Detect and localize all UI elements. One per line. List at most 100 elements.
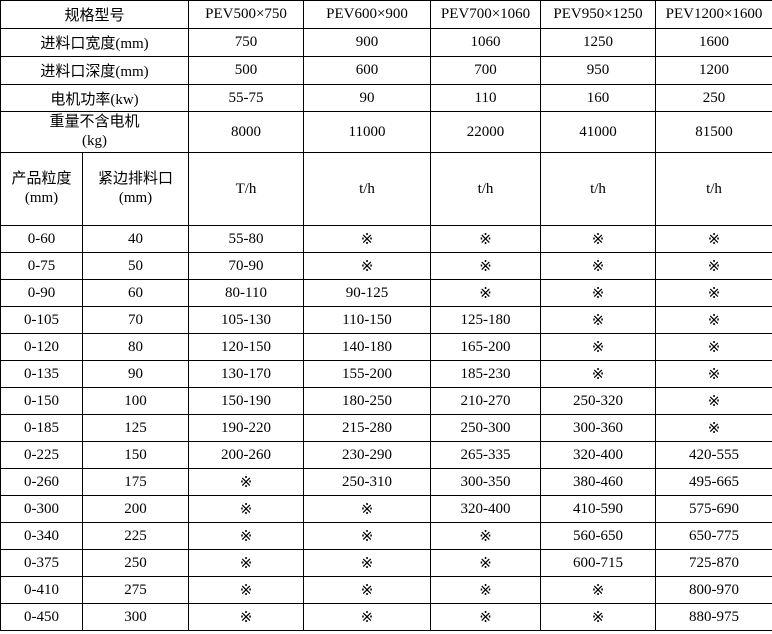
discharge-opening-header-line1: 紧边排料口 xyxy=(98,171,174,187)
product-size-cell: 0-225 xyxy=(0,441,83,469)
capacity-value-cell: 250-310 xyxy=(303,468,432,496)
capacity-value-cell: 600-715 xyxy=(540,549,657,577)
product-size-cell: 0-375 xyxy=(0,549,83,577)
weight-cell: 81500 xyxy=(655,111,772,153)
capacity-row: 0-150 100 150-190 180-250 210-270 250-320 ※ xyxy=(0,387,772,415)
capacity-row: 0-120 80 120-150 140-180 165-200 ※ ※ xyxy=(0,333,772,361)
weight-cell: 8000 xyxy=(188,111,305,153)
capacity-value-cell: ※ xyxy=(540,333,657,361)
capacity-value-cell: 200-260 xyxy=(188,441,305,469)
capacity-value-cell: 155-200 xyxy=(303,360,432,388)
capacity-value-cell: 130-170 xyxy=(188,360,305,388)
discharge-opening-cell: 70 xyxy=(81,306,190,334)
feed-width-cell: 1060 xyxy=(430,28,542,57)
unit-header-cell: t/h xyxy=(303,152,432,226)
feed-depth-cell: 950 xyxy=(540,56,657,85)
capacity-value-cell: 880-975 xyxy=(655,603,772,631)
weight-row: 重量不含电机 (kg) 8000 11000 22000 41000 81500 xyxy=(0,111,772,153)
capacity-value-cell: 80-110 xyxy=(188,279,305,307)
feed-width-label: 进料口宽度(mm) xyxy=(0,28,190,57)
capacity-value-cell: 70-90 xyxy=(188,252,305,280)
capacity-value-cell: 110-150 xyxy=(303,306,432,334)
capacity-value-cell: ※ xyxy=(540,576,657,604)
capacity-value-cell: 420-555 xyxy=(655,441,772,469)
motor-power-cell: 250 xyxy=(655,84,772,112)
capacity-value-cell: 250-320 xyxy=(540,387,657,415)
capacity-value-cell: 55-80 xyxy=(188,225,305,253)
capacity-value-cell: ※ xyxy=(430,576,542,604)
capacity-value-cell: 410-590 xyxy=(540,495,657,523)
discharge-opening-cell: 90 xyxy=(81,360,190,388)
discharge-opening-cell: 125 xyxy=(81,414,190,442)
capacity-value-cell: ※ xyxy=(540,225,657,253)
discharge-opening-header: 紧边排料口 (mm) xyxy=(81,152,190,226)
feed-width-cell: 1250 xyxy=(540,28,657,57)
motor-power-cell: 160 xyxy=(540,84,657,112)
unit-header-cell: t/h xyxy=(430,152,542,226)
capacity-value-cell: 125-180 xyxy=(430,306,542,334)
product-size-cell: 0-340 xyxy=(0,522,83,550)
capacity-value-cell: 250-300 xyxy=(430,414,542,442)
discharge-opening-cell: 300 xyxy=(81,603,190,631)
motor-power-cell: 55-75 xyxy=(188,84,305,112)
feed-width-row: 进料口宽度(mm) 750 900 1060 1250 1600 xyxy=(0,28,772,57)
capacity-header-row: 产品粒度 (mm) 紧边排料口 (mm) T/h t/h t/h t/h t/h xyxy=(0,152,772,226)
capacity-value-cell: ※ xyxy=(655,279,772,307)
discharge-opening-cell: 225 xyxy=(81,522,190,550)
capacity-value-cell: ※ xyxy=(655,252,772,280)
weight-cell: 11000 xyxy=(303,111,432,153)
discharge-opening-cell: 80 xyxy=(81,333,190,361)
capacity-row: 0-410 275 ※ ※ ※ ※ 800-970 xyxy=(0,576,772,604)
capacity-row: 0-300 200 ※ ※ 320-400 410-590 575-690 xyxy=(0,495,772,523)
capacity-value-cell: ※ xyxy=(430,603,542,631)
product-size-cell: 0-90 xyxy=(0,279,83,307)
capacity-value-cell: ※ xyxy=(188,549,305,577)
model-cell: PEV1200×1600 xyxy=(655,0,772,29)
product-size-cell: 0-60 xyxy=(0,225,83,253)
product-size-cell: 0-260 xyxy=(0,468,83,496)
discharge-opening-cell: 275 xyxy=(81,576,190,604)
capacity-value-cell: 300-350 xyxy=(430,468,542,496)
capacity-value-cell: 725-870 xyxy=(655,549,772,577)
capacity-value-cell: ※ xyxy=(540,603,657,631)
weight-cell: 22000 xyxy=(430,111,542,153)
motor-power-label: 电机功率(kw) xyxy=(0,84,190,112)
capacity-value-cell: 185-230 xyxy=(430,360,542,388)
motor-power-row: 电机功率(kw) 55-75 90 110 160 250 xyxy=(0,84,772,112)
feed-depth-label: 进料口深度(mm) xyxy=(0,56,190,85)
capacity-row: 0-260 175 ※ 250-310 300-350 380-460 495-665 xyxy=(0,468,772,496)
capacity-value-cell: 800-970 xyxy=(655,576,772,604)
capacity-row: 0-450 300 ※ ※ ※ ※ 880-975 xyxy=(0,603,772,631)
capacity-value-cell: ※ xyxy=(430,522,542,550)
weight-label: 重量不含电机 (kg) xyxy=(0,111,190,153)
capacity-value-cell: ※ xyxy=(655,360,772,388)
capacity-value-cell: ※ xyxy=(303,603,432,631)
feed-depth-row: 进料口深度(mm) 500 600 700 950 1200 xyxy=(0,56,772,85)
capacity-value-cell: 495-665 xyxy=(655,468,772,496)
product-size-cell: 0-185 xyxy=(0,414,83,442)
discharge-opening-cell: 175 xyxy=(81,468,190,496)
capacity-row: 0-135 90 130-170 155-200 185-230 ※ ※ xyxy=(0,360,772,388)
capacity-value-cell: ※ xyxy=(303,549,432,577)
feed-depth-cell: 600 xyxy=(303,56,432,85)
capacity-value-cell: 140-180 xyxy=(303,333,432,361)
discharge-opening-cell: 200 xyxy=(81,495,190,523)
discharge-opening-cell: 100 xyxy=(81,387,190,415)
model-row-label: 规格型号 xyxy=(0,0,190,29)
capacity-row: 0-340 225 ※ ※ ※ 560-650 650-775 xyxy=(0,522,772,550)
product-size-header: 产品粒度 (mm) xyxy=(0,152,83,226)
capacity-value-cell: 575-690 xyxy=(655,495,772,523)
product-size-cell: 0-75 xyxy=(0,252,83,280)
capacity-value-cell: ※ xyxy=(303,576,432,604)
capacity-value-cell: 180-250 xyxy=(303,387,432,415)
discharge-opening-cell: 60 xyxy=(81,279,190,307)
unit-header-cell: T/h xyxy=(188,152,305,226)
model-cell: PEV600×900 xyxy=(303,0,432,29)
capacity-value-cell: 90-125 xyxy=(303,279,432,307)
discharge-opening-cell: 40 xyxy=(81,225,190,253)
capacity-row: 0-225 150 200-260 230-290 265-335 320-400 420-… xyxy=(0,441,772,469)
capacity-value-cell: 215-280 xyxy=(303,414,432,442)
product-size-cell: 0-105 xyxy=(0,306,83,334)
model-cell: PEV500×750 xyxy=(188,0,305,29)
